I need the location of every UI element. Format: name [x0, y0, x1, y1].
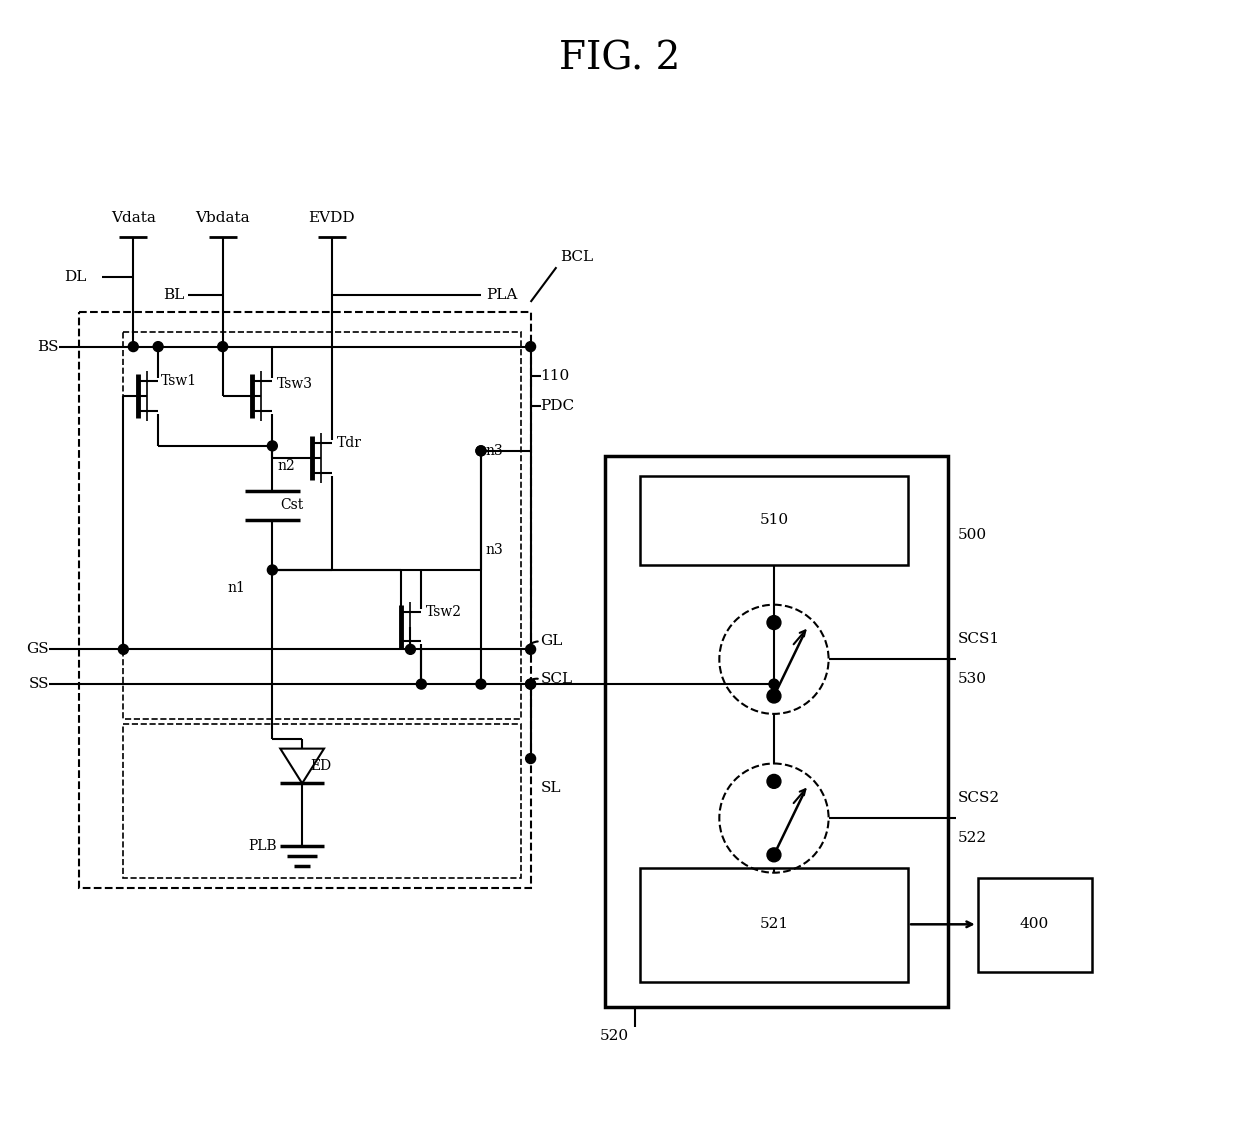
Text: n3: n3 [486, 543, 503, 557]
Circle shape [769, 679, 779, 689]
Text: GL: GL [541, 634, 563, 649]
Text: SCL: SCL [541, 672, 573, 686]
Bar [640, 867, 908, 981]
Text: DL: DL [63, 270, 86, 284]
Circle shape [476, 446, 486, 456]
Bar [123, 724, 521, 878]
Text: Tsw3: Tsw3 [278, 378, 314, 391]
Text: Tsw1: Tsw1 [161, 374, 197, 388]
Text: 500: 500 [957, 528, 987, 543]
Circle shape [268, 441, 278, 451]
Circle shape [218, 342, 228, 352]
Circle shape [476, 446, 486, 456]
Text: SCS1: SCS1 [957, 633, 999, 646]
Text: 520: 520 [600, 1030, 629, 1043]
Text: Tsw2: Tsw2 [427, 605, 463, 618]
Text: SCS2: SCS2 [957, 791, 999, 805]
Text: EVDD: EVDD [309, 211, 356, 224]
Text: 521: 521 [759, 917, 789, 932]
Text: PLB: PLB [249, 839, 278, 853]
Text: 400: 400 [1019, 917, 1049, 932]
Text: Vdata: Vdata [110, 211, 156, 224]
Circle shape [526, 342, 536, 352]
Text: GS: GS [26, 642, 48, 656]
Bar [640, 476, 908, 565]
Text: SS: SS [29, 677, 48, 691]
Circle shape [526, 644, 536, 654]
Text: PLA: PLA [486, 288, 517, 302]
Text: BCL: BCL [560, 250, 594, 264]
Text: n3: n3 [486, 443, 503, 458]
Text: Tdr: Tdr [337, 435, 362, 450]
Circle shape [768, 689, 781, 703]
Text: n1: n1 [228, 581, 246, 594]
Circle shape [768, 775, 781, 788]
Text: 110: 110 [541, 369, 570, 384]
Text: PDC: PDC [541, 399, 574, 413]
Circle shape [768, 848, 781, 862]
Bar [123, 332, 521, 719]
Circle shape [154, 342, 164, 352]
Circle shape [118, 644, 128, 654]
Bar [78, 311, 531, 888]
Text: 510: 510 [759, 513, 789, 527]
Circle shape [768, 616, 781, 629]
Text: 522: 522 [957, 831, 987, 845]
Circle shape [476, 679, 486, 689]
Text: SL: SL [541, 782, 560, 795]
Circle shape [417, 679, 427, 689]
Circle shape [526, 679, 536, 689]
Circle shape [405, 644, 415, 654]
Bar [977, 878, 1091, 972]
Text: FIG. 2: FIG. 2 [559, 41, 681, 77]
Text: 530: 530 [957, 672, 987, 686]
Circle shape [526, 679, 536, 689]
Text: Cst: Cst [280, 499, 304, 512]
Text: n2: n2 [278, 459, 295, 473]
Bar [605, 456, 947, 1006]
Text: ED: ED [310, 758, 331, 773]
Circle shape [268, 565, 278, 575]
Circle shape [128, 342, 138, 352]
Circle shape [526, 754, 536, 764]
Text: BS: BS [37, 340, 58, 353]
Text: BL: BL [164, 288, 185, 302]
Text: Vbdata: Vbdata [196, 211, 250, 224]
